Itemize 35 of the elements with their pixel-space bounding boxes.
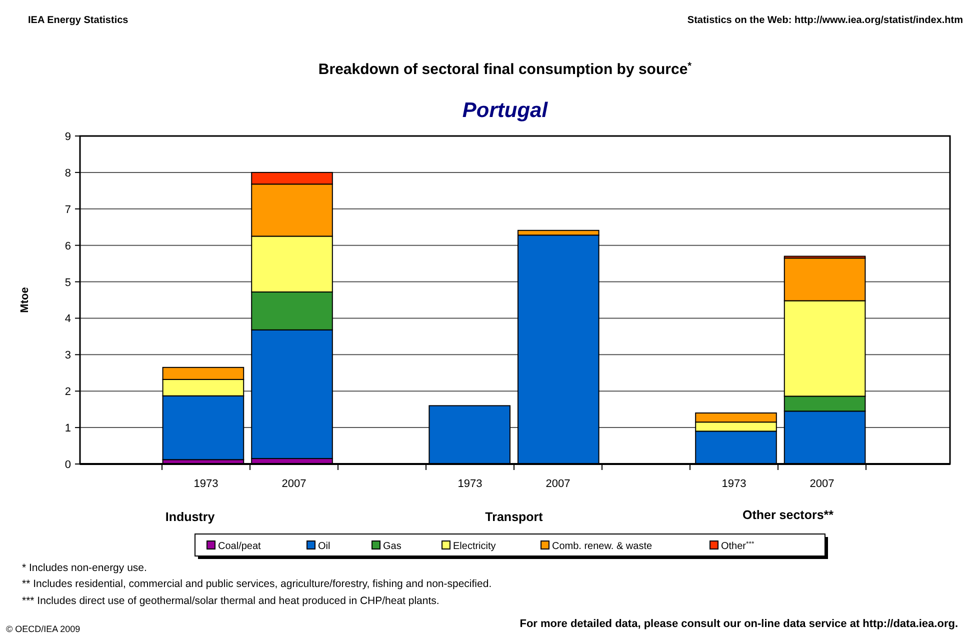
y-axis-title: Mtoe [19, 287, 31, 313]
text: Industry [165, 510, 215, 524]
x-tick-label: 1973 [194, 478, 218, 490]
legend-label: Other$^{***}$ [721, 540, 754, 552]
legend-label: Oil [318, 541, 330, 552]
y-tick-label: 5 [64, 276, 71, 289]
y-tick-label: 4 [64, 313, 71, 326]
x-tick-label: 1973 [458, 478, 482, 490]
y-tick-label: 9 [64, 131, 71, 143]
legend-label: Gas [383, 541, 402, 552]
chart-title: Breakdown of sectoral final consumption by source$^{*}$ [318, 60, 692, 78]
x-tick-label: 2007 [282, 478, 306, 490]
text: ** Includes residential, commercial and public services, agriculture/forestry, fishing and non-specified. [22, 578, 492, 590]
y-tick-label: 7 [64, 204, 71, 216]
y-tick-label: 1 [64, 422, 71, 435]
x-tick-label: 1973 [722, 478, 746, 490]
text: Statistics on the Web: http://www.iea.org/statist/index.htm [687, 15, 964, 26]
y-tick-label: 6 [64, 240, 71, 252]
y-tick-label: 0 [64, 459, 71, 471]
chart-subtitle: Portugal [462, 99, 549, 122]
text: © OECD/IEA 2009 [6, 624, 80, 634]
x-tick-label: 2007 [810, 478, 834, 490]
text: *** Includes direct use of geothermal/solar thermal and heat produced in CHP/heat plants. [22, 595, 440, 607]
legend-label: Coal/peat [218, 541, 262, 552]
text: IEA Energy Statistics [28, 15, 129, 26]
text: Transport [485, 510, 544, 524]
legend-label: Electricity [453, 541, 496, 552]
text: Other sectors** [742, 508, 834, 522]
legend-label: Comb. renew. & waste [552, 541, 652, 552]
y-tick-label: 8 [64, 167, 71, 180]
y-tick-label: 3 [64, 350, 71, 362]
text: * Includes non-energy use. [22, 562, 147, 574]
y-tick-label: 2 [64, 386, 71, 398]
x-tick-label: 2007 [546, 478, 570, 490]
text: For more detailed data, please consult our on-line data service at http://data.iea.org. [520, 618, 958, 630]
